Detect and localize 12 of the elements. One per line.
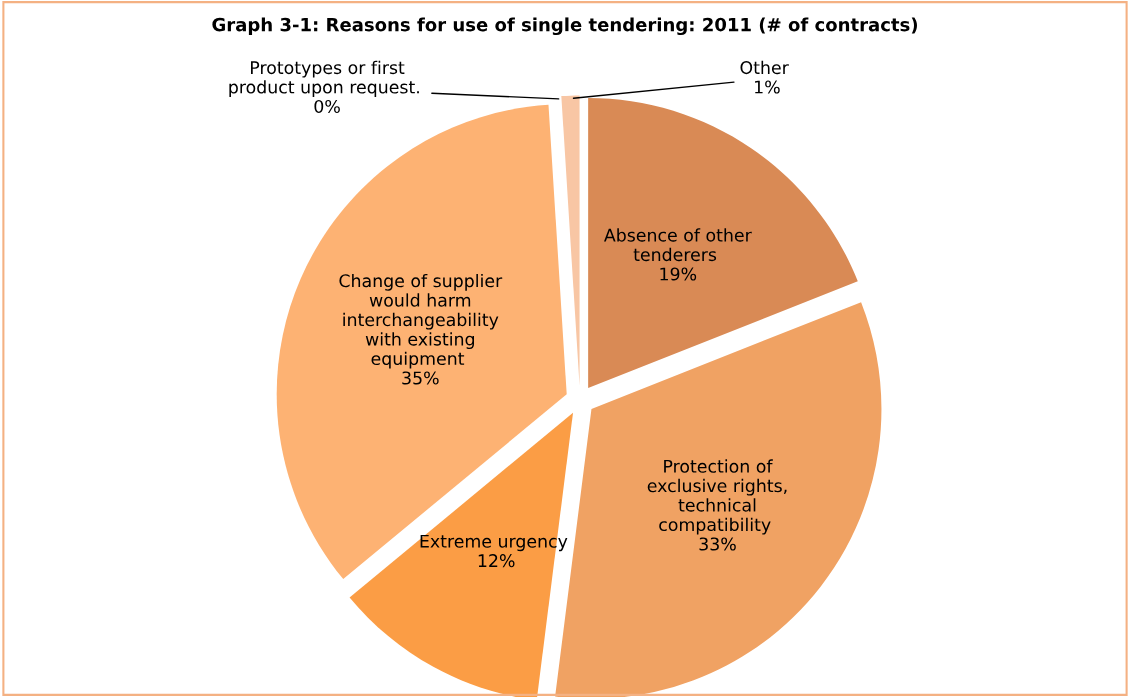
slice-label: Other [740, 60, 789, 75]
slice-label: Absence of other tenderers [604, 228, 752, 262]
chart-title: Graph 3-1: Reasons for use of single tendering: 2011 (# of contracts) [212, 17, 917, 36]
data-label: 1% [755, 80, 780, 94]
data-label: 12% [478, 554, 515, 568]
slice-label: Protection of exclusive rights, technical compatibility [647, 459, 787, 535]
slice-label: Change of supplier would harm interchangeability with existing equipment [339, 273, 503, 369]
data-label: 35% [402, 371, 439, 385]
category-label: Prototypes or first product upon request. [229, 60, 419, 97]
text: 0% [314, 99, 340, 114]
data-label: 33% [699, 537, 736, 551]
data-label: 19% [660, 267, 697, 281]
